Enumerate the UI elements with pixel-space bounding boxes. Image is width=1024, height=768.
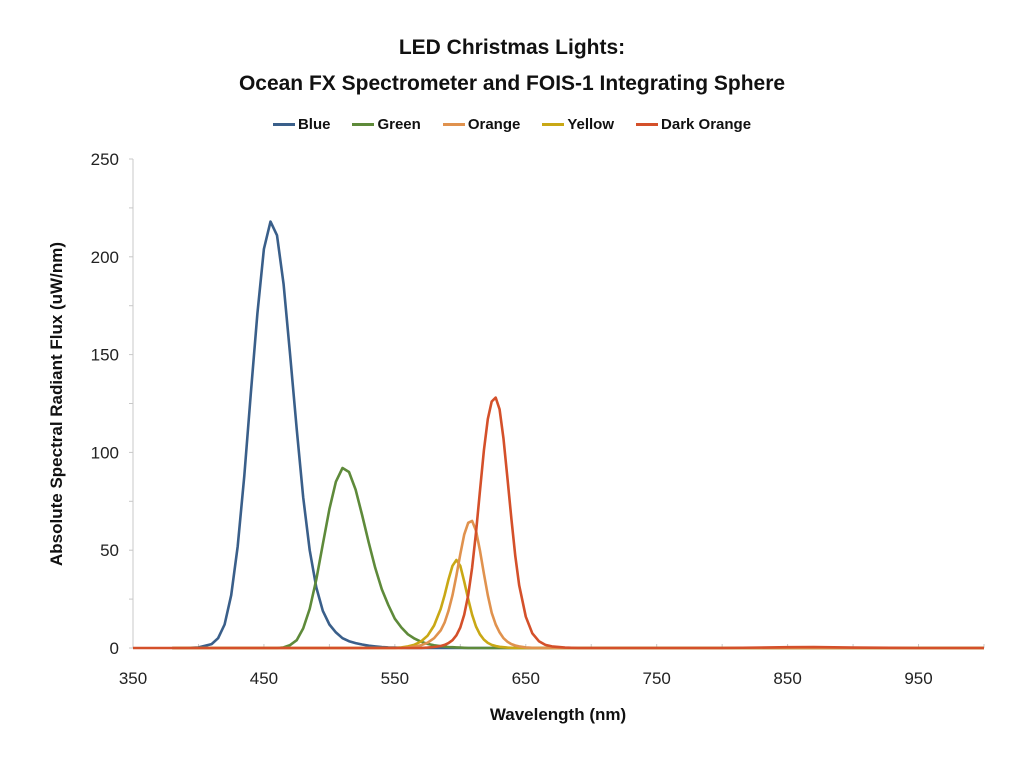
legend-item-dark-orange[interactable]: Dark Orange [636, 116, 751, 133]
legend-label-blue: Blue [297, 116, 331, 133]
legend-label-orange: Orange [467, 116, 521, 133]
legend-label-dark-orange: Dark Orange [661, 116, 752, 133]
x-tick-label: 550 [381, 669, 409, 688]
series-lines [133, 220, 984, 650]
legend-item-orange[interactable]: Orange [442, 116, 521, 133]
y-tick-label: 100 [91, 443, 119, 462]
x-tick-label: 650 [512, 669, 540, 688]
chart-title: LED Christmas Lights: [398, 36, 626, 59]
legend-swatch-orange [442, 123, 465, 126]
legend-item-yellow[interactable]: Yellow [542, 116, 614, 133]
series-line-green [172, 466, 984, 650]
x-axis-title: Wavelength (nm) [490, 705, 626, 724]
tick-labels: 0 50 100 150 200 250 350 450 550 650 750 850 950 [91, 150, 933, 688]
y-tick-label: 250 [91, 150, 119, 169]
legend-item-green[interactable]: Green [352, 116, 421, 133]
y-axis-title: Absolute Spectral Radiant Flux (uW/nm) [47, 242, 66, 566]
legend-item-blue[interactable]: Blue [272, 116, 331, 133]
series-line-dark-orange [133, 396, 984, 650]
x-tick-label: 350 [119, 669, 147, 688]
legend-swatch-dark-orange [636, 123, 659, 126]
y-tick-label: 200 [91, 248, 119, 267]
legend-label-yellow: Yellow [567, 116, 615, 133]
series-line-yellow [172, 558, 984, 650]
x-tick-label: 750 [643, 669, 671, 688]
legend-swatch-green [352, 123, 375, 126]
legend: Blue Green Orange Yellow Dark Orange [0, 116, 1024, 133]
chart-subtitle: Ocean FX Spectrometer and FOIS-1 Integra… [238, 72, 786, 95]
legend-swatch-yellow [542, 123, 565, 126]
x-tick-label: 850 [773, 669, 801, 688]
legend-label-green: Green [377, 116, 421, 133]
axes [129, 158, 985, 649]
x-tick-label: 950 [904, 669, 932, 688]
y-tick-label: 0 [110, 639, 119, 658]
x-tick-label: 450 [250, 669, 278, 688]
series-line-orange [172, 519, 984, 650]
y-tick-label: 150 [91, 346, 119, 365]
legend-swatch-blue [272, 123, 295, 126]
y-tick-label: 50 [100, 541, 119, 560]
series-line-blue [172, 220, 984, 650]
